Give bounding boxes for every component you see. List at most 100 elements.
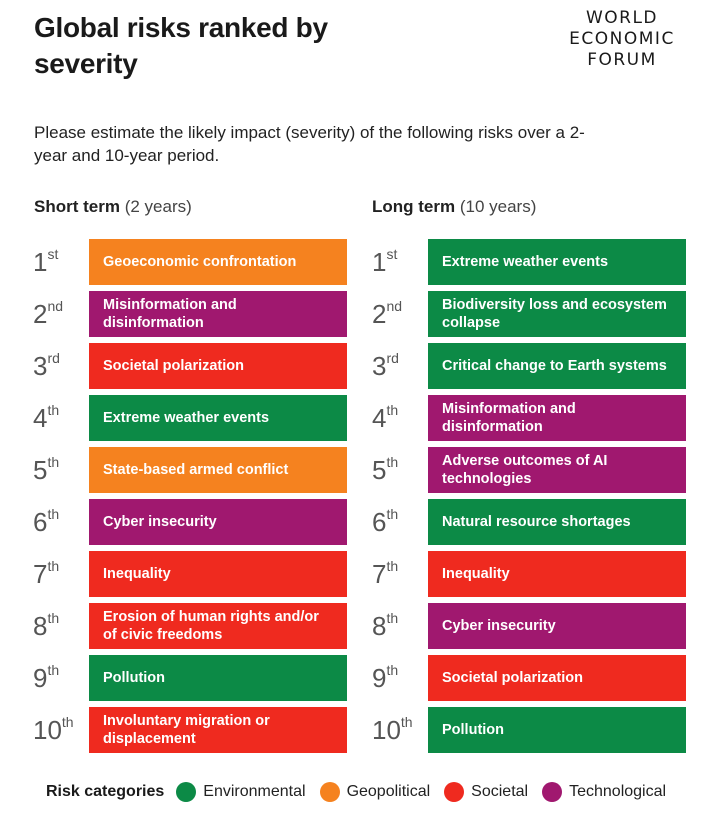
rank-suffix: th bbox=[386, 506, 399, 523]
rank-suffix: th bbox=[386, 610, 399, 627]
rank-value: 2 bbox=[372, 299, 387, 329]
long_term-rank-row: 3rd Critical change to Earth systems bbox=[372, 343, 702, 395]
rank-number: 10th bbox=[372, 715, 428, 745]
legend-label: Societal bbox=[471, 783, 529, 800]
legend-swatch-icon bbox=[319, 782, 340, 802]
risk-label-box: Geoeconomic confrontation bbox=[89, 239, 347, 285]
rank-suffix: th bbox=[47, 506, 60, 523]
long_term-rank-row: 4th Misinformation and disinformation bbox=[372, 395, 702, 447]
short_term-rank-row: 4th Extreme weather events bbox=[33, 395, 363, 447]
legend-swatch-icon bbox=[444, 782, 465, 802]
rank-number: 1st bbox=[372, 247, 428, 277]
long-term-label: Long term bbox=[372, 197, 456, 216]
risk-name: Geoeconomic confrontation bbox=[103, 254, 297, 270]
long_term-rank-row: 8th Cyber insecurity bbox=[372, 603, 702, 655]
short-term-label: Short term bbox=[34, 197, 120, 216]
rank-suffix: th bbox=[47, 662, 60, 679]
risk-label-box: Critical change to Earth systems bbox=[428, 343, 686, 389]
rank-number: 7th bbox=[33, 559, 89, 589]
rank-value: 7 bbox=[33, 559, 48, 589]
rank-value: 3 bbox=[372, 351, 387, 381]
risk-label-box: State-based armed conflict bbox=[89, 447, 347, 493]
risk-name: Extreme weather events bbox=[442, 254, 609, 270]
rank-suffix: rd bbox=[386, 350, 399, 367]
legend-label: Technological bbox=[569, 783, 667, 800]
legend-label: Environmental bbox=[203, 783, 306, 800]
logo-line-2: ECONOMIC bbox=[569, 29, 675, 49]
risk-name: Critical change to Earth systems bbox=[442, 358, 667, 374]
risk-label-box: Societal polarization bbox=[428, 655, 686, 701]
short_term-rank-row: 8th Erosion of human rights and/or of civ… bbox=[33, 603, 363, 655]
rank-value: 8 bbox=[33, 611, 48, 641]
short_term-rank-row: 2nd Misinformation and disinformation bbox=[33, 291, 363, 343]
risk-name: Pollution bbox=[442, 722, 505, 738]
rank-value: 8 bbox=[372, 611, 387, 641]
risk-label-box: Erosion of human rights and/or of civic … bbox=[89, 603, 347, 649]
rank-number: 10th bbox=[33, 715, 89, 745]
risk-name: Erosion of human rights and/or of civic … bbox=[103, 609, 319, 643]
rank-suffix: th bbox=[386, 558, 399, 575]
risk-name: Involuntary migration or displacement bbox=[103, 713, 270, 747]
rank-suffix: th bbox=[47, 558, 60, 575]
rank-value: 4 bbox=[33, 403, 48, 433]
short_term-rank-row: 7th Inequality bbox=[33, 551, 363, 603]
risk-label-box: Pollution bbox=[428, 707, 686, 753]
rank-number: 3rd bbox=[33, 351, 89, 381]
rank-number: 9th bbox=[372, 663, 428, 693]
rank-number: 5th bbox=[33, 455, 89, 485]
rank-number: 4th bbox=[372, 403, 428, 433]
rank-value: 9 bbox=[33, 663, 48, 693]
risk-label-box: Cyber insecurity bbox=[89, 499, 347, 545]
rank-value: 1 bbox=[33, 247, 48, 277]
rank-value: 6 bbox=[33, 507, 48, 537]
rank-value: 4 bbox=[372, 403, 387, 433]
rank-suffix: th bbox=[47, 402, 60, 419]
long_term-rank-row: 7th Inequality bbox=[372, 551, 702, 603]
rank-suffix: nd bbox=[386, 298, 403, 315]
legend-swatch-icon bbox=[542, 782, 563, 802]
risk-label-box: Extreme weather events bbox=[428, 239, 686, 285]
legend-item-technological: Technological bbox=[542, 782, 666, 802]
long-term-ranking-list: 1st Extreme weather events 2nd Biodiversity… bbox=[372, 239, 702, 759]
risk-label-box: Biodiversity loss and ecosystem collapse bbox=[428, 291, 686, 337]
long_term-rank-row: 10th Pollution bbox=[372, 707, 702, 759]
rank-value: 7 bbox=[372, 559, 387, 589]
risk-label-box: Inequality bbox=[89, 551, 347, 597]
long_term-rank-row: 9th Societal polarization bbox=[372, 655, 702, 707]
logo-line-1: WORLD bbox=[585, 8, 659, 28]
rank-number: 8th bbox=[372, 611, 428, 641]
risk-label-box: Cyber insecurity bbox=[428, 603, 686, 649]
rank-suffix: th bbox=[386, 662, 399, 679]
legend-swatch-icon bbox=[176, 782, 197, 802]
rank-value: 6 bbox=[372, 507, 387, 537]
wef-logo: WORLD ECONOMIC FORUM bbox=[556, 8, 688, 70]
long_term-rank-row: 5th Adverse outcomes of AI technologies bbox=[372, 447, 702, 499]
rank-suffix: nd bbox=[47, 298, 64, 315]
rank-number: 9th bbox=[33, 663, 89, 693]
short_term-rank-row: 1st Geoeconomic confrontation bbox=[33, 239, 363, 291]
long_term-rank-row: 1st Extreme weather events bbox=[372, 239, 702, 291]
logo-line-3: FORUM bbox=[587, 50, 657, 70]
rank-value: 10 bbox=[372, 715, 401, 745]
short_term-rank-row: 10th Involuntary migration or displacemen… bbox=[33, 707, 363, 759]
risk-categories-legend: Risk categories Environmental Geopolitica… bbox=[46, 779, 680, 805]
rank-number: 6th bbox=[372, 507, 428, 537]
rank-suffix: st bbox=[47, 246, 59, 263]
rank-value: 5 bbox=[33, 455, 48, 485]
risk-label-box: Pollution bbox=[89, 655, 347, 701]
legend-label: Geopolitical bbox=[346, 783, 431, 800]
rank-value: 2 bbox=[33, 299, 48, 329]
rank-value: 5 bbox=[372, 455, 387, 485]
long-term-period: (10 years) bbox=[459, 197, 537, 216]
risk-label-box: Inequality bbox=[428, 551, 686, 597]
short-term-ranking-list: 1st Geoeconomic confrontation 2nd Misinform… bbox=[33, 239, 363, 759]
risk-label-box: Societal polarization bbox=[89, 343, 347, 389]
rank-number: 1st bbox=[33, 247, 89, 277]
rank-value: 1 bbox=[372, 247, 387, 277]
rank-number: 6th bbox=[33, 507, 89, 537]
risk-name: Extreme weather events bbox=[103, 410, 270, 426]
long_term-rank-row: 6th Natural resource shortages bbox=[372, 499, 702, 551]
risk-name: Natural resource shortages bbox=[442, 514, 631, 530]
short_term-rank-row: 5th State-based armed conflict bbox=[33, 447, 363, 499]
risk-label-box: Misinformation and disinformation bbox=[89, 291, 347, 337]
